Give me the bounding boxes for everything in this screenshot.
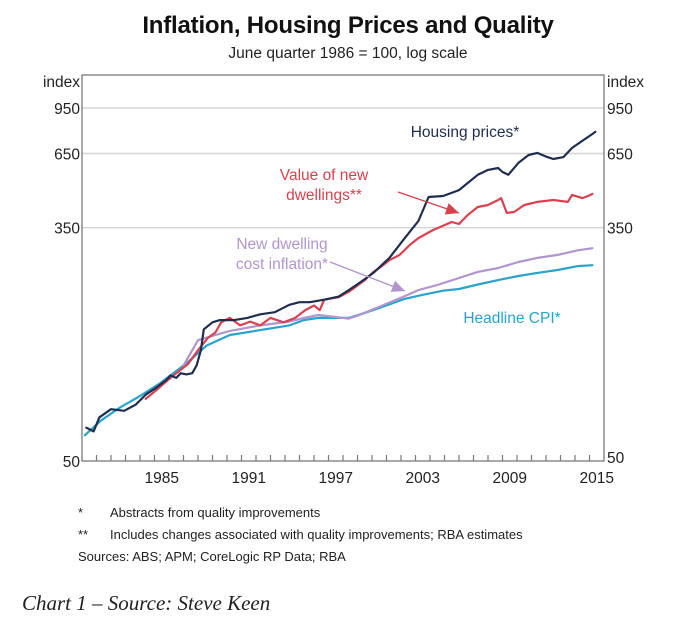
- series-group: [83, 130, 597, 437]
- y-tick-label-left-950: 950: [54, 101, 80, 118]
- annotation-label-line: Housing prices*: [411, 124, 520, 141]
- annotation-1: Housing prices*: [411, 124, 520, 141]
- gridlines: [82, 107, 604, 229]
- series-line-value-of-new-dwellings: [144, 192, 594, 400]
- chart-canvas: 1985 1991 1997 2003 2009 2015 50 50 350 350 650 65…: [43, 74, 644, 487]
- annotation-label-line: cost inflation*: [236, 256, 328, 273]
- annotation-arrow-head: [444, 203, 459, 215]
- x-axis: 1985 1991 1997 2003 2009 2015: [95, 455, 614, 487]
- footnote-2-text: Includes changes associated with quality…: [110, 527, 523, 542]
- y-tick-label-left-650: 650: [54, 146, 80, 163]
- x-tick-label-1985: 1985: [145, 470, 179, 487]
- chart-title: Inflation, Housing Prices and Quality: [142, 12, 554, 39]
- annotation-2: Value of new dwellings**: [280, 167, 460, 215]
- y-axis-label-left: index: [43, 74, 80, 91]
- footnote-2-mark: **: [78, 527, 89, 542]
- series-line-housing-prices: [85, 130, 597, 433]
- x-tick-label-2015: 2015: [580, 470, 614, 487]
- footnote-1-text: Abstracts from quality improvements: [110, 505, 321, 520]
- annotation-label-line: dwellings**: [286, 187, 362, 204]
- footnote-1: * Abstracts from quality improvements: [78, 505, 320, 520]
- x-tick-label-1991: 1991: [232, 470, 266, 487]
- sources-note: Sources: ABS; APM; CoreLogic RP Data; RB…: [78, 549, 346, 564]
- footnote-1-mark: *: [78, 505, 84, 520]
- y-axis: 50 50 350 350 650 650 950 950: [54, 101, 633, 471]
- chart-subtitle: June quarter 1986 = 100, log scale: [228, 45, 468, 62]
- y-tick-label-left-50: 50: [63, 454, 81, 471]
- x-tick-label-2009: 2009: [493, 470, 527, 487]
- annotation-4: Headline CPI*: [463, 310, 560, 327]
- y-axis-label-right: index: [607, 74, 644, 91]
- y-tick-label-right-950: 950: [607, 101, 633, 118]
- annotations: Housing prices* Value of new dwellings** Ne…: [236, 124, 561, 327]
- x-tick-label-2003: 2003: [406, 470, 440, 487]
- series-line-headline-cpi: [83, 264, 594, 437]
- annotation-label-line: Value of new: [280, 167, 369, 184]
- footnote-2: ** Includes changes associated with quali…: [78, 527, 523, 542]
- annotation-arrow-head: [390, 280, 405, 292]
- plot-frame: [81, 74, 605, 462]
- y-tick-label-right-650: 650: [607, 146, 633, 163]
- series-line-new-dwelling-cost-inflation: [182, 247, 594, 367]
- y-tick-label-right-350: 350: [607, 221, 633, 238]
- y-tick-label-right-50: 50: [607, 450, 625, 467]
- annotation-arrow-shaft: [329, 261, 406, 292]
- annotation-3: New dwelling cost inflation*: [236, 236, 406, 292]
- x-tick-label-1997: 1997: [319, 470, 353, 487]
- annotation-label-line: Headline CPI*: [463, 310, 560, 327]
- y-tick-label-left-350: 350: [54, 221, 80, 238]
- image-caption: Chart 1 – Source: Steve Keen: [22, 591, 271, 615]
- annotation-label-line: New dwelling: [236, 236, 327, 253]
